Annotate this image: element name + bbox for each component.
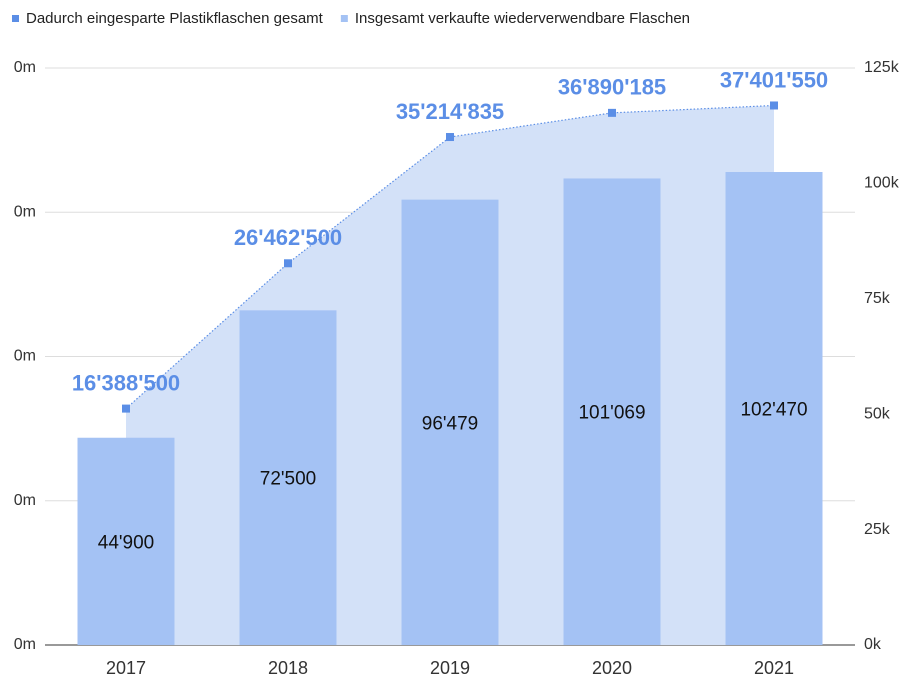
bar-label: 96'479 <box>422 413 478 434</box>
y-tick-label: 0m <box>14 636 36 653</box>
value-label: 16'388'500 <box>72 370 180 395</box>
x-tick-label: 2019 <box>430 658 470 678</box>
legend-swatch <box>12 15 19 22</box>
bar <box>239 310 337 645</box>
y-tick-label: 0m <box>14 203 36 220</box>
y2-tick-label: 75k <box>864 290 891 307</box>
y-tick-label: 0m <box>14 59 36 76</box>
bar <box>725 171 823 645</box>
line <box>125 104 775 410</box>
bar-label: 44'900 <box>98 532 154 553</box>
point <box>284 259 292 268</box>
x-tick-label: 2017 <box>106 658 146 678</box>
point <box>608 108 616 117</box>
x-tick-label: 2020 <box>592 658 632 678</box>
bar-label: 102'470 <box>740 400 807 421</box>
y2-tick-label: 100k <box>864 175 900 192</box>
legend-label: Dadurch eingesparte Plastikflaschen gesa… <box>26 10 324 27</box>
point <box>770 101 778 110</box>
value-label: 35'214'835 <box>396 99 504 124</box>
value-label: 36'890'185 <box>558 75 666 100</box>
y2-tick-label: 50k <box>864 405 891 422</box>
bar <box>401 199 499 645</box>
bar-label: 101'069 <box>578 403 645 424</box>
bar <box>77 437 175 645</box>
point <box>122 404 130 413</box>
y2-tick-label: 125k <box>864 59 900 76</box>
y2-tick-label: 25k <box>864 521 891 538</box>
y-tick-label: 0m <box>14 492 36 509</box>
value-label: 37'401'550 <box>720 67 828 92</box>
bar <box>563 178 661 645</box>
legend-label: Insgesamt verkaufte wiederverwendbare Fl… <box>355 10 690 27</box>
y2-tick-label: 0k <box>864 636 882 653</box>
x-tick-label: 2021 <box>754 658 794 678</box>
bar-label: 72'500 <box>260 469 316 490</box>
point <box>446 133 454 142</box>
value-label: 26'462'500 <box>234 225 342 250</box>
legend-swatch <box>340 15 348 22</box>
x-tick-label: 2018 <box>268 658 308 678</box>
y-tick-label: 0m <box>14 348 36 365</box>
